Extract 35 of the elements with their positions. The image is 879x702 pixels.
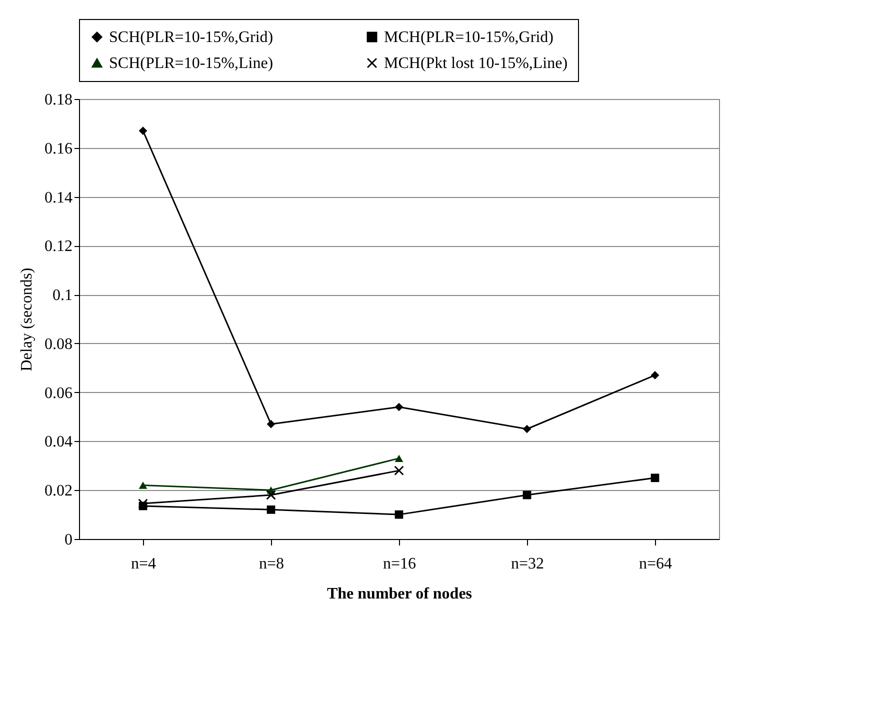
y-tick-label: 0.06 bbox=[44, 384, 72, 402]
x-tick-label: n=64 bbox=[638, 556, 672, 572]
y-axis-title: Delay (seconds) bbox=[18, 268, 36, 372]
point bbox=[522, 424, 532, 434]
legend-label: MCH(Pkt lost 10-15%,Line) bbox=[384, 55, 568, 72]
point bbox=[394, 466, 404, 476]
point bbox=[394, 454, 404, 462]
x-tick-label: n=8 bbox=[258, 556, 284, 572]
x-tick-label: n=32 bbox=[510, 556, 544, 572]
y-tick-label: 0.16 bbox=[44, 140, 72, 158]
x-axis-title: The number of nodes bbox=[326, 586, 472, 602]
x-tick-label: n=16 bbox=[382, 556, 416, 572]
legend-label: MCH(PLR=10-15%,Grid) bbox=[384, 29, 554, 46]
point bbox=[394, 402, 404, 412]
y-tick-label: 0.02 bbox=[44, 482, 72, 500]
point bbox=[138, 482, 148, 489]
point bbox=[138, 498, 148, 508]
y-tick-label: 0.12 bbox=[44, 238, 72, 256]
point bbox=[266, 490, 276, 500]
x-tick-label: n=4 bbox=[130, 556, 156, 572]
point bbox=[394, 510, 404, 519]
y-tick-label: 0.1 bbox=[52, 287, 72, 304]
point bbox=[138, 126, 148, 135]
y-tick-label: 0.08 bbox=[44, 336, 72, 353]
legend-label: SCH(PLR=10-15%,Grid) bbox=[109, 29, 274, 46]
point bbox=[650, 371, 660, 380]
y-tick-label: 0.14 bbox=[44, 189, 72, 206]
point bbox=[266, 505, 276, 514]
point bbox=[266, 420, 276, 428]
y-tick-label: 0 bbox=[64, 532, 72, 548]
y-tick-label: 0.04 bbox=[44, 434, 72, 451]
point bbox=[522, 490, 532, 500]
legend-label: SCH(PLR=10-15%,Line) bbox=[109, 55, 274, 72]
point bbox=[650, 474, 660, 482]
y-tick-label: 0.18 bbox=[44, 92, 72, 108]
